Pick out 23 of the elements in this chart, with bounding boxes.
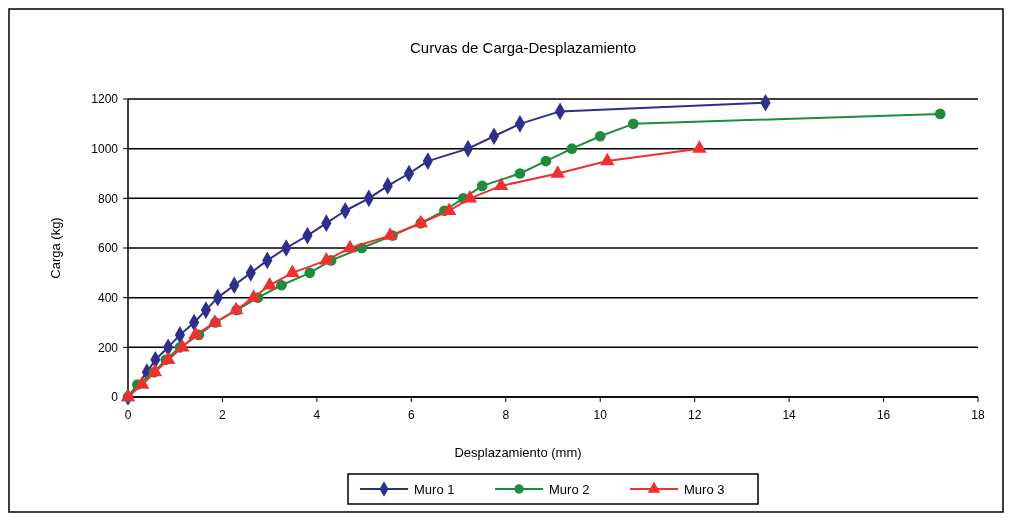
x-tick-label: 10	[593, 408, 608, 422]
y-tick-label: 800	[97, 191, 119, 206]
x-tick-label: 12	[687, 408, 702, 422]
y-tick-label: 1000	[91, 141, 119, 156]
legend-label: Muro 2	[549, 481, 590, 497]
x-tick-label: 4	[313, 408, 321, 422]
x-tick-label: 8	[502, 408, 510, 422]
chart-title: Curvas de Carga-Desplazamiento	[410, 39, 636, 56]
y-axis-title: Carga (kg)	[48, 217, 63, 279]
legend-label: Muro 3	[684, 481, 725, 497]
x-axis-title: Desplazamiento (mm)	[454, 445, 582, 460]
x-tick-label: 0	[124, 408, 132, 422]
x-tick-label: 2	[219, 408, 227, 422]
y-tick-label: 200	[97, 340, 119, 355]
x-tick-label: 14	[782, 408, 797, 422]
y-tick-label: 1200	[91, 92, 119, 107]
x-tick-label: 16	[876, 408, 891, 422]
legend-label: Muro 1	[414, 481, 455, 497]
x-tick-label: 6	[407, 408, 415, 422]
y-tick-label: 400	[97, 290, 119, 305]
y-tick-label: 0	[111, 390, 119, 405]
x-tick-label: 18	[971, 408, 985, 422]
y-tick-label: 600	[97, 241, 119, 256]
